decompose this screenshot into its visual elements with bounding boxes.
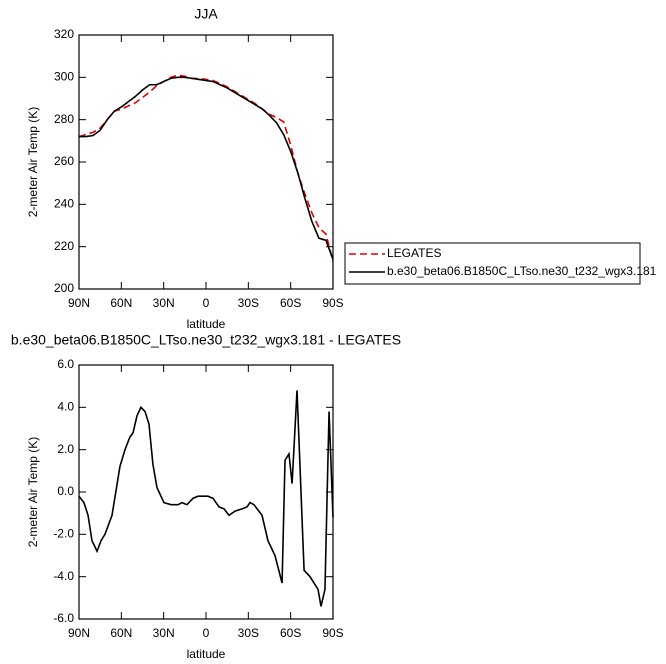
y-tick-label: 4.0 (57, 400, 74, 414)
x-tick-label: 90N (68, 296, 90, 310)
y-tick-label: 0.0 (57, 484, 74, 498)
y-tick-label: 220 (54, 239, 74, 253)
x-tick-label: 0 (203, 296, 210, 310)
y-axis-label: 2-meter Air Temp (K) (26, 107, 40, 217)
x-tick-label: 30N (153, 296, 175, 310)
x-tick-label: 0 (203, 626, 210, 640)
x-tick-label: 60N (110, 626, 132, 640)
y-tick-label: 260 (54, 154, 74, 168)
x-tick-label: 90S (322, 296, 343, 310)
x-tick-label: 90S (322, 626, 343, 640)
x-tick-label: 90N (68, 626, 90, 640)
y-tick-label: -2.0 (53, 527, 74, 541)
y-tick-label: 6.0 (57, 357, 74, 371)
chart-title: b.e30_beta06.B1850C_LTso.ne30_t232_wgx3.… (11, 332, 401, 348)
y-tick-label: 320 (54, 27, 74, 41)
y-tick-label: 240 (54, 197, 74, 211)
legend-box (344, 242, 641, 285)
y-tick-label: 280 (54, 112, 74, 126)
chart-title: JJA (194, 6, 218, 22)
series-line (78, 74, 334, 262)
x-axis-label: latitude (187, 317, 226, 331)
y-tick-label: 300 (54, 70, 74, 84)
x-tick-label: 60S (280, 626, 301, 640)
x-tick-label: 30S (238, 626, 259, 640)
x-tick-label: 60S (280, 296, 301, 310)
series-line (78, 390, 334, 607)
y-tick-label: 2.0 (57, 442, 74, 456)
x-tick-label: 30S (238, 296, 259, 310)
x-tick-label: 30N (153, 626, 175, 640)
legend-label: LEGATES (387, 246, 441, 260)
plot-frame (78, 34, 334, 290)
x-axis-label: latitude (187, 647, 226, 661)
x-tick-label: 60N (110, 296, 132, 310)
y-tick-label: -4.0 (53, 569, 74, 583)
series-line (79, 76, 334, 260)
y-axis-label: 2-meter Air Temp (K) (26, 437, 40, 547)
plot-frame (78, 364, 334, 620)
legend-label: b.e30_beta06.B1850C_LTso.ne30_t232_wgx3.… (387, 264, 657, 278)
y-tick-label: 200 (54, 281, 74, 295)
y-tick-label: -6.0 (53, 611, 74, 625)
